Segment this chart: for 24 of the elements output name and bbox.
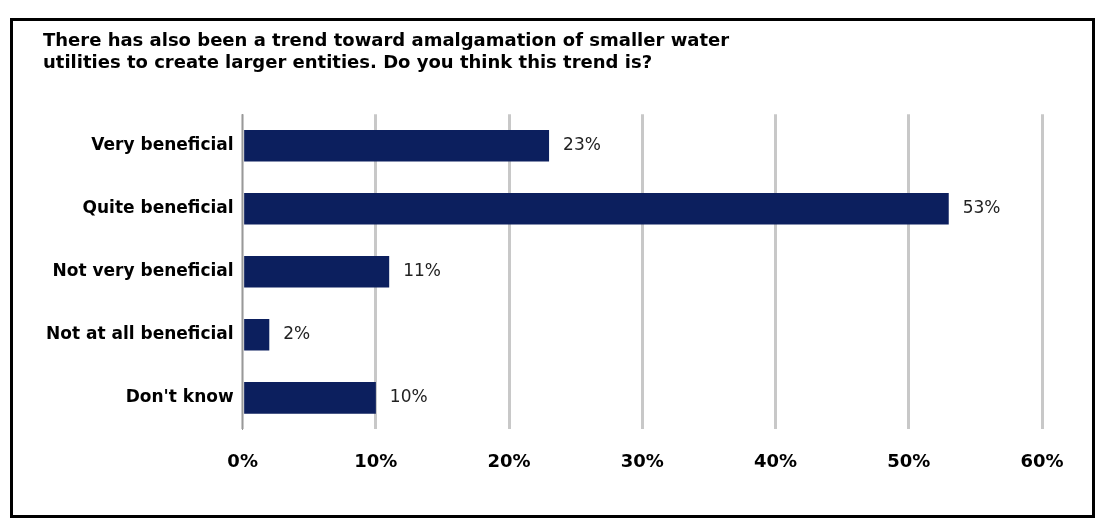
bar bbox=[244, 129, 550, 162]
x-tick-label: 60% bbox=[1020, 449, 1064, 471]
x-tick-label: 0% bbox=[227, 449, 258, 471]
y-tick-label: Not very beneficial bbox=[52, 260, 234, 281]
x-tick-label: 40% bbox=[754, 449, 798, 471]
y-tick-label: Don't know bbox=[125, 386, 234, 407]
x-tick-label: 10% bbox=[354, 449, 398, 471]
data-label: 10% bbox=[389, 386, 428, 407]
bar bbox=[244, 382, 376, 414]
y-tick-label: Very beneficial bbox=[91, 134, 234, 155]
data-label: 2% bbox=[283, 323, 311, 344]
data-label: 11% bbox=[403, 260, 441, 281]
bar bbox=[244, 256, 390, 288]
x-tick-label: 30% bbox=[620, 449, 664, 471]
bar bbox=[244, 319, 270, 351]
data-label: 53% bbox=[962, 197, 1001, 218]
text: There has also been a trend toward amalgamation of smaller water bbox=[43, 29, 730, 51]
x-tick-label: 50% bbox=[887, 449, 931, 471]
bar bbox=[244, 193, 949, 225]
data-label: 23% bbox=[563, 134, 601, 155]
text: utilities to create larger entities. Do you think this trend is? bbox=[43, 51, 653, 73]
x-tick-label: 20% bbox=[487, 449, 531, 471]
y-tick-label: Not at all beneficial bbox=[45, 323, 234, 344]
y-tick-label: Quite beneficial bbox=[82, 197, 234, 218]
